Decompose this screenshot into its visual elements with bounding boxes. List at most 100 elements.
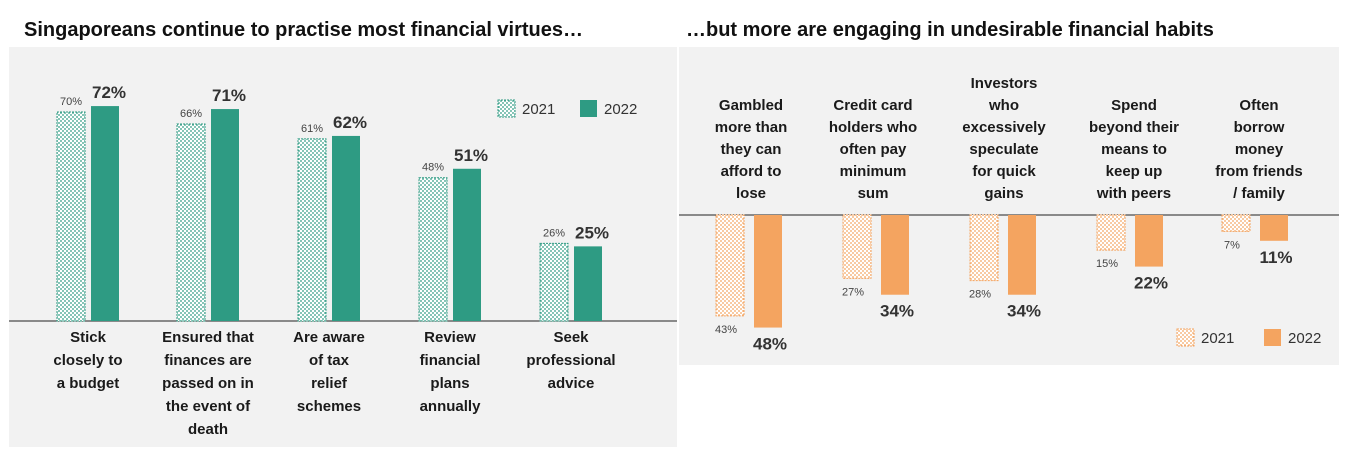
legend-swatch-2022 [1264,329,1281,346]
category-label-line: schemes [297,398,361,415]
category-label-line: advice [548,375,595,392]
category-label: Are aware of tax relief schemes [293,329,365,415]
legend-swatch-2022 [580,100,597,117]
category-label-line: a budget [57,375,120,392]
bar-2022 [1008,215,1036,295]
data-label-2022: 72% [92,83,126,102]
data-label-2021: 27% [842,286,864,298]
legend-label-2021: 2021 [522,101,555,118]
category-label-line: gains [984,185,1023,202]
legend-label-2021: 2021 [1201,330,1234,347]
data-label-2022: 22% [1134,274,1168,293]
category-label-line: often pay [840,141,907,158]
category-label-line: closely to [53,352,122,369]
data-label-2021: 61% [301,123,323,135]
category-label: Review financial plans annually [420,329,482,415]
legend-swatch-2021 [497,99,516,118]
bar-2022 [1260,215,1288,241]
category-label-line: of tax [309,352,350,369]
bar-2022 [574,246,602,321]
category-label-line: who [988,97,1019,114]
data-label-2022: 62% [333,113,367,132]
data-label-2021: 28% [969,289,991,301]
category-label-line: Spend [1111,97,1157,114]
category-label-line: the event of [166,398,251,415]
bar-2021 [1096,214,1126,251]
category-label-line: relief [311,375,348,392]
category-label-line: professional [526,352,615,369]
category-label-line: Ensured that [162,329,254,346]
legend-label-2022: 2022 [1288,330,1321,347]
category-label-line: Seek [553,329,589,346]
category-label-line: excessively [962,119,1046,136]
data-label-2022: 34% [1007,302,1041,321]
category-label-line: / family [1233,185,1285,202]
left-bar-chart: 70% 72% Stick closely to a budget 66% 71% Ensur… [9,83,677,438]
legend-swatch-2021 [1176,328,1195,347]
category-label-line: plans [430,375,469,392]
bar-2022 [881,215,909,295]
category-label: Often borrow money from friends / family [1215,97,1303,202]
category-label: Gambled more than they can afford to lose [715,97,788,202]
category-label-line: minimum [840,163,907,180]
data-label-2021: 15% [1096,258,1118,270]
category-label: Spend beyond their means to keep up with pee… [1089,97,1179,202]
category-label-line: beyond their [1089,119,1179,136]
category-label-line: sum [858,185,889,202]
data-label-2021: 66% [180,108,202,120]
bar-2021 [56,111,86,322]
category-label-line: holders who [829,119,917,136]
category-label-line: annually [420,398,482,415]
data-label-2021: 43% [715,324,737,336]
category-label-line: Stick [70,329,107,346]
bar-2021 [1221,214,1251,232]
right-chart-title: …but more are engaging in undesirable fi… [686,19,1214,41]
bar-2022 [91,106,119,321]
category-label-line: borrow [1234,119,1285,136]
data-label-2021: 7% [1224,239,1240,251]
legend-label-2022: 2022 [604,101,637,118]
bar-2022 [211,109,239,321]
bar-2021 [715,214,745,317]
category-label-line: speculate [969,141,1038,158]
category-label-line: Review [424,329,476,346]
category-label-line: they can [721,141,782,158]
category-label: Credit card holders who often pay minimum su… [829,97,917,202]
bar-2022 [754,215,782,328]
category-label-line: death [188,421,228,438]
category-label-line: Gambled [719,97,783,114]
category-label-line: money [1235,141,1284,158]
category-label: Investors who excessively speculate for quic… [962,75,1046,202]
category-label-line: for quick [972,163,1036,180]
category-label-line: Often [1239,97,1278,114]
bar-2022 [453,168,481,321]
bar-2021 [842,214,872,279]
category-label: Stick closely to a budget [53,329,122,392]
data-label-2022: 48% [753,335,787,354]
category-label-line: lose [736,185,766,202]
bar-2022 [332,135,360,321]
data-label-2022: 51% [454,146,488,165]
category-label-line: Credit card [833,97,912,114]
data-label-2022: 11% [1259,248,1292,267]
right-bar-chart: 43% 48% Gambled more than they can afford to l… [679,75,1339,354]
bar-2021 [418,177,448,322]
category-label: Ensured that finances are passed on in the … [162,329,254,438]
category-label-line: keep up [1106,163,1163,180]
category-label-line: afford to [721,163,782,180]
category-label-line: financial [420,352,481,369]
bar-2021 [539,242,569,322]
category-label-line: from friends [1215,163,1303,180]
category-label-line: means to [1101,141,1167,158]
category-label-line: finances are [164,352,252,369]
category-label: Seek professional advice [526,329,615,392]
bar-2022 [1135,215,1163,267]
category-label-line: Are aware [293,329,365,346]
category-label-line: passed on in [162,375,254,392]
bar-2021 [969,214,999,282]
data-label-2021: 70% [60,96,82,108]
left-chart-title: Singaporeans continue to practise most f… [24,19,584,41]
bar-2021 [297,138,327,322]
data-label-2021: 26% [543,227,565,239]
